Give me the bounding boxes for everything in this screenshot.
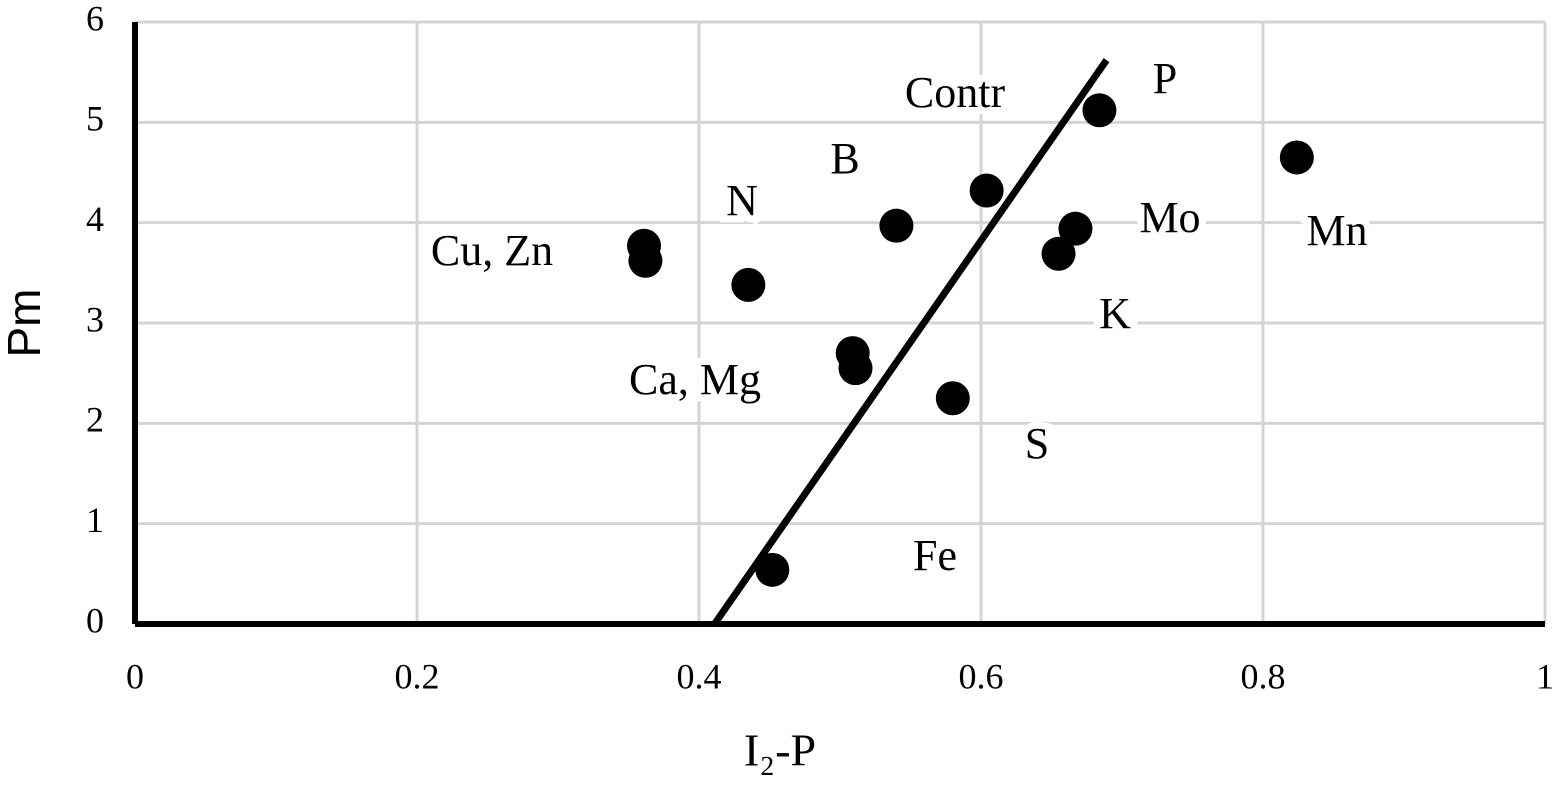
annotation: Ca, Mg bbox=[629, 355, 761, 404]
x-axis-label: I₂-P bbox=[744, 725, 816, 776]
y-tick-label: 3 bbox=[86, 299, 104, 339]
annotation: S bbox=[1025, 419, 1049, 468]
y-tick-label: 2 bbox=[86, 400, 104, 440]
y-tick-label: 1 bbox=[86, 500, 104, 540]
x-tick-label: 0.6 bbox=[959, 656, 1004, 696]
y-axis-label: Pm bbox=[0, 289, 50, 358]
trend-line bbox=[711, 58, 1110, 626]
x-tick-label: 1 bbox=[1536, 656, 1554, 696]
point bbox=[1279, 140, 1314, 175]
point bbox=[628, 243, 663, 278]
annotation: N bbox=[726, 176, 758, 225]
x-tick-label: 0.8 bbox=[1241, 656, 1286, 696]
annotation: P bbox=[1153, 54, 1177, 103]
annotation: Mo bbox=[1139, 193, 1200, 242]
point bbox=[1058, 211, 1093, 246]
annotation: B bbox=[830, 134, 859, 183]
annotation: Mn bbox=[1306, 206, 1367, 255]
annotation: Fe bbox=[913, 531, 957, 580]
y-tick-label: 0 bbox=[86, 600, 104, 640]
x-tick-label: 0.4 bbox=[677, 656, 722, 696]
point bbox=[1041, 236, 1076, 271]
x-tick-label: 0.2 bbox=[395, 656, 440, 696]
annotation: Contr bbox=[905, 68, 1006, 117]
point bbox=[755, 552, 790, 587]
point bbox=[1082, 93, 1117, 128]
point bbox=[838, 351, 873, 386]
point bbox=[935, 381, 970, 416]
y-tick-label: 4 bbox=[86, 199, 104, 239]
point bbox=[731, 267, 766, 302]
annotation: Cu, Zn bbox=[431, 226, 553, 275]
annotation: K bbox=[1099, 289, 1131, 338]
point bbox=[969, 173, 1004, 208]
y-tick-label: 6 bbox=[86, 0, 104, 38]
y-tick-label: 5 bbox=[86, 99, 104, 139]
point bbox=[879, 208, 914, 243]
x-tick-label: 0 bbox=[126, 656, 144, 696]
